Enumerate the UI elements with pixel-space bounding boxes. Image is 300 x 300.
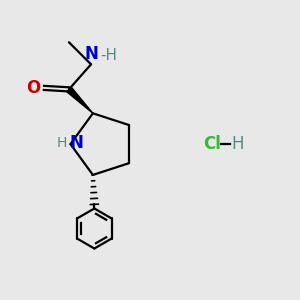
Text: N: N [84, 45, 98, 63]
Text: N: N [70, 134, 83, 152]
Text: H: H [57, 136, 67, 150]
Polygon shape [67, 87, 93, 113]
Text: H: H [231, 135, 244, 153]
Text: Cl: Cl [203, 135, 221, 153]
Text: -H: -H [100, 48, 117, 63]
Text: O: O [26, 79, 40, 97]
